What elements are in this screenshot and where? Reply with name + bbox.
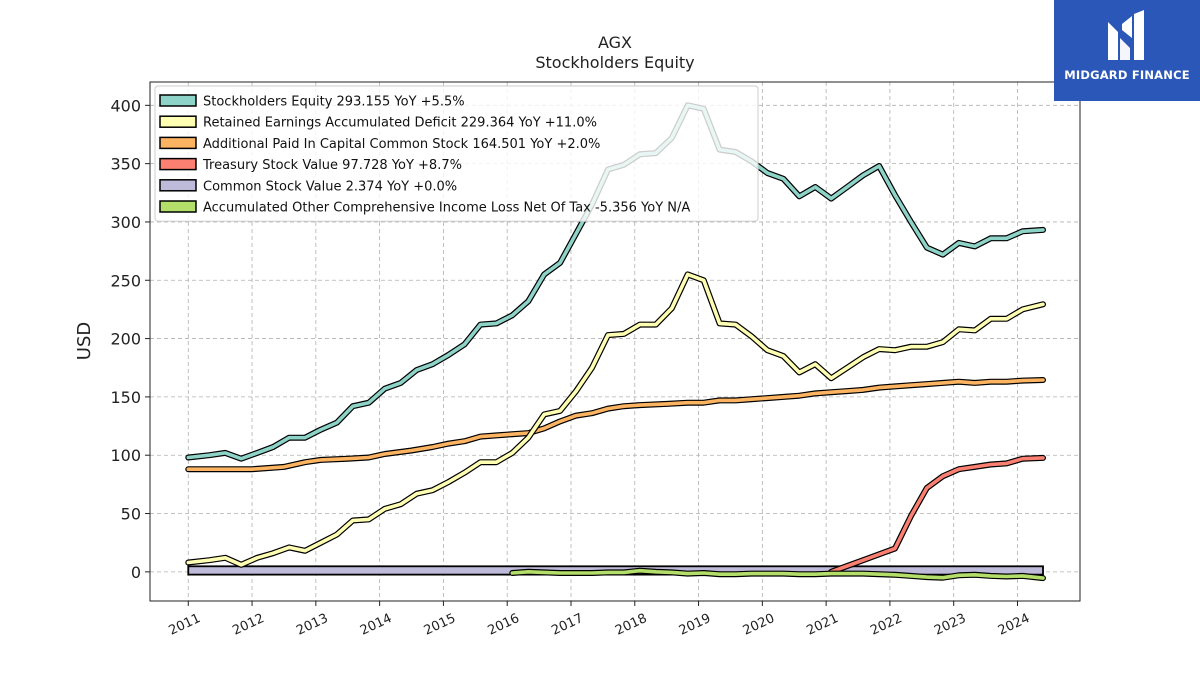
y-tick-label: 150 <box>110 388 141 407</box>
series-line-stroke <box>829 456 1045 574</box>
series-line-treasury-stock-value <box>828 454 1046 575</box>
y-tick-label: 400 <box>110 96 141 115</box>
x-tick-label: 2011 <box>167 611 203 639</box>
series-line-accumulated-other-comprehensive-income-loss-net-of-tax <box>509 567 1046 582</box>
legend-item: Retained Earnings Accumulated Deficit 22… <box>159 115 597 131</box>
y-axis-label: USD <box>74 322 95 360</box>
legend-swatch <box>159 136 197 150</box>
y-tick-label: 100 <box>110 446 141 465</box>
legend-swatch <box>159 179 197 192</box>
legend-item: Stockholders Equity 293.155 YoY +5.5% <box>159 94 465 110</box>
y-tick-label: 0 <box>131 563 141 582</box>
x-tick-label: 2024 <box>996 611 1032 639</box>
x-tick-label: 2016 <box>486 611 522 639</box>
legend-label: Additional Paid In Capital Common Stock … <box>203 137 600 152</box>
legend-item: Common Stock Value 2.374 YoY +0.0% <box>159 179 457 194</box>
legend-label: Common Stock Value 2.374 YoY +0.0% <box>203 179 457 194</box>
legend: Stockholders Equity 293.155 YoY +5.5% Ret… <box>154 85 759 222</box>
x-tick-label: 2019 <box>677 611 713 639</box>
legend-item: Treasury Stock Value 97.728 YoY +8.7% <box>159 157 462 173</box>
y-tick-label: 300 <box>110 213 141 232</box>
x-tick-label: 2020 <box>741 611 777 639</box>
chart-title: AGX <box>598 33 632 52</box>
series-line-outline <box>185 271 1046 568</box>
legend-box <box>154 85 759 222</box>
legend-label: Stockholders Equity 293.155 YoY +5.5% <box>203 95 465 110</box>
y-tick-label: 50 <box>121 505 141 524</box>
series-line-stroke <box>186 272 1045 567</box>
x-tick-label: 2013 <box>294 611 330 639</box>
x-tick-label: 2012 <box>230 611 266 639</box>
plot-frame <box>149 81 1081 602</box>
legend-swatch <box>159 157 197 171</box>
legend-label: Accumulated Other Comprehensive Income L… <box>203 201 690 216</box>
x-tick-label: 2023 <box>932 611 968 639</box>
x-tick-label: 2014 <box>358 611 394 639</box>
series-line-stroke <box>186 378 1045 472</box>
series-line-additional-paid-in-capital-common-stock <box>185 377 1046 473</box>
x-tick-label: 2021 <box>804 611 840 639</box>
y-tick-label: 200 <box>110 330 141 349</box>
legend-swatch <box>159 200 197 213</box>
x-tick-label: 2022 <box>868 611 904 639</box>
chart-subtitle: Stockholders Equity <box>535 53 694 72</box>
series-line-outline <box>185 377 1046 473</box>
x-tick-label: 2017 <box>549 611 585 639</box>
x-tick-label: 2015 <box>422 611 458 639</box>
y-tick-label: 350 <box>110 155 141 174</box>
midgard-m-logo-icon <box>1108 10 1144 60</box>
x-tick-label: 2018 <box>613 611 649 639</box>
midgard-finance-logo: MIDGARD FINANCE <box>1054 0 1200 101</box>
legend-swatch <box>159 94 197 107</box>
legend-item: Additional Paid In Capital Common Stock … <box>159 136 600 152</box>
series-line-retained-earnings-accumulated-deficit <box>185 271 1046 568</box>
brand-name: MIDGARD FINANCE <box>1064 68 1190 82</box>
y-tick-label: 250 <box>110 271 141 290</box>
series-line-outline <box>828 454 1046 575</box>
x-axis: 2011 2012 2013 2014 2015 2016 2017 2018 2019 2020… <box>167 601 1032 639</box>
y-axis: 0 50 100 150 200 250 300 350 400 <box>110 96 150 582</box>
series-line-stroke <box>510 568 1045 580</box>
legend-label: Treasury Stock Value 97.728 YoY +8.7% <box>202 158 462 173</box>
legend-item: Accumulated Other Comprehensive Income L… <box>159 200 690 216</box>
legend-label: Retained Earnings Accumulated Deficit 22… <box>203 116 597 131</box>
legend-swatch <box>159 115 197 128</box>
